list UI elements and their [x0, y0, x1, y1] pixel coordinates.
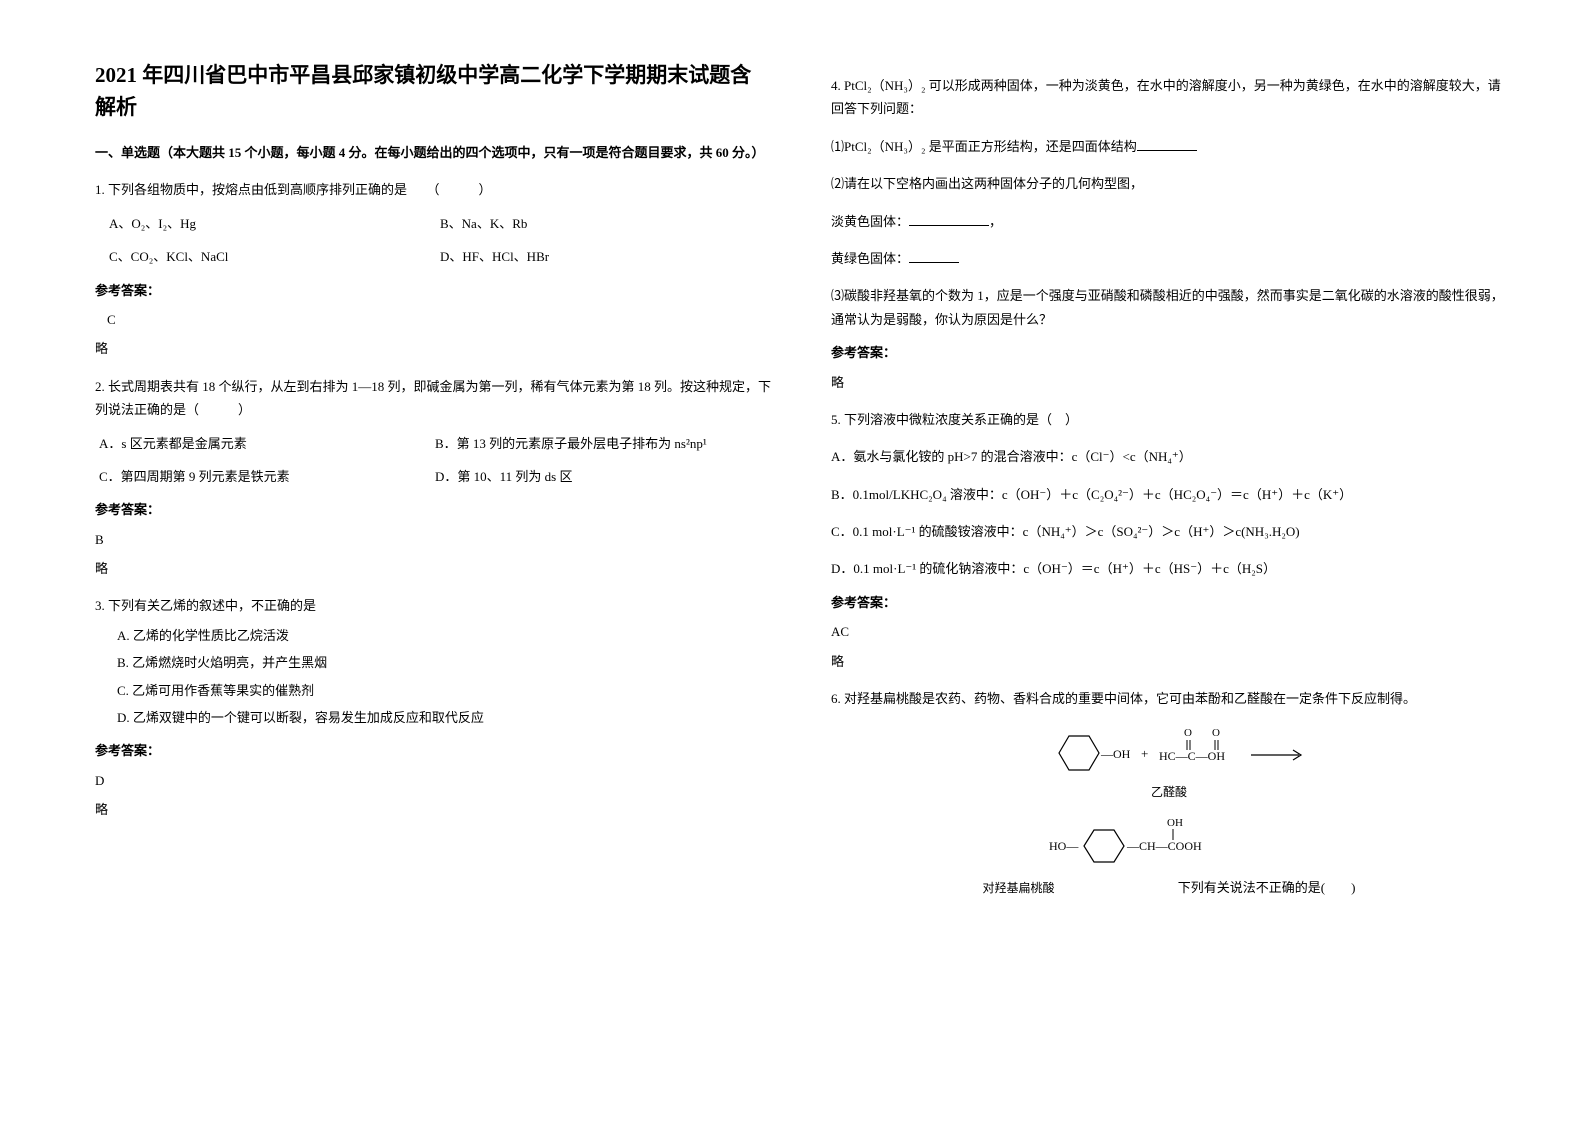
svg-text:HO—: HO— — [1049, 839, 1079, 853]
fig1-label: 乙醛酸 — [831, 782, 1507, 804]
q5-note: 略 — [831, 650, 1507, 673]
q3-opt-d: D. 乙烯双键中的一个键可以断裂，容易发生加成反应和取代反应 — [105, 706, 771, 729]
q5-opt-b: B．0.1mol/LKHC₂O₄ 溶液中：c（OH⁻）＋c（C₂O₄²⁻）＋c（… — [831, 483, 1507, 506]
q1-answer: C — [95, 308, 771, 331]
q4-answer: 略 — [831, 371, 1507, 394]
blank-line — [909, 214, 989, 226]
q1-stem: 1. 下列各组物质中，按熔点由低到高顺序排列正确的是 （ ） — [95, 178, 771, 201]
q4-part2: ⑵请在以下空格内画出这两种固体分子的几何构型图， — [831, 172, 1507, 195]
q5-stem: 5. 下列溶液中微粒浓度关系正确的是（ ） — [831, 408, 1507, 431]
q4-part2b: 黄绿色固体： — [831, 247, 1507, 270]
svg-text:+: + — [1141, 746, 1148, 761]
q1-opt-b: B、Na、K、Rb — [440, 212, 771, 235]
q3-note: 略 — [95, 798, 771, 821]
q3-opt-c: C. 乙烯可用作香蕉等果实的催熟剂 — [105, 679, 771, 702]
q4-part2a: 淡黄色固体：， — [831, 210, 1507, 233]
q5-answer-label: 参考答案： — [831, 591, 1507, 614]
q1-row2: C、CO₂、KCl、NaCl D、HF、HCl、HBr — [95, 245, 771, 268]
q1-opt-d: D、HF、HCl、HBr — [440, 245, 771, 268]
q4-p2a-text: 淡黄色固体： — [831, 214, 909, 229]
q5-opt-a: A．氨水与氯化铵的 pH>7 的混合溶液中：c（Cl⁻）<c（NH₄⁺） — [831, 445, 1507, 468]
q3-opt-a: A. 乙烯的化学性质比乙烷活泼 — [105, 624, 771, 647]
fig2-label: 对羟基扁桃酸 — [983, 881, 1055, 895]
q1-opt-c: C、CO₂、KCl、NaCl — [109, 245, 440, 268]
q2-answer-label: 参考答案： — [95, 498, 771, 521]
reaction-svg-1: —OH + O O HC—C—OH — [1019, 728, 1319, 778]
svg-text:OH: OH — [1167, 817, 1183, 829]
q2-answer: B — [95, 528, 771, 551]
q3-answer: D — [95, 769, 771, 792]
q1-opt-a: A、O₂、I₂、Hg — [109, 212, 440, 235]
svg-text:O: O — [1212, 728, 1220, 739]
q5-opt-c: C．0.1 mol·L⁻¹ 的硫酸铵溶液中：c（NH₄⁺）＞c（SO₄²⁻）＞c… — [831, 520, 1507, 543]
q4-part3: ⑶碳酸非羟基氧的个数为 1，应是一个强度与亚硝酸和磷酸相近的中强酸，然而事实是二… — [831, 284, 1507, 331]
reaction-svg-2: OH HO— —CH—COOH — [1039, 814, 1299, 872]
q2-row2: C．第四周期第 9 列元素是铁元素 D．第 10、11 列为 ds 区 — [95, 465, 771, 488]
fig2-row: 对羟基扁桃酸 下列有关说法不正确的是( ) — [831, 876, 1507, 900]
q2-stem: 2. 长式周期表共有 18 个纵行，从左到右排为 1—18 列，即碱金属为第一列… — [95, 375, 771, 422]
page-title: 2021 年四川省巴中市平昌县邱家镇初级中学高二化学下学期期末试题含解析 — [95, 60, 771, 123]
svg-text:—OH: —OH — [1100, 747, 1131, 761]
q3-answer-label: 参考答案： — [95, 739, 771, 762]
section-heading: 一、单选题（本大题共 15 个小题，每小题 4 分。在每小题给出的四个选项中，只… — [95, 141, 771, 164]
right-column: 4. PtCl₂（NH₃）₂ 可以形成两种固体，一种为淡黄色，在水中的溶解度小，… — [831, 60, 1507, 1082]
blank-line — [1137, 139, 1197, 151]
svg-text:—CH—COOH: —CH—COOH — [1126, 839, 1202, 853]
q1-row1: A、O₂、I₂、Hg B、Na、K、Rb — [95, 212, 771, 235]
q2-opt-d: D．第 10、11 列为 ds 区 — [435, 465, 771, 488]
q4-stem: 4. PtCl₂（NH₃）₂ 可以形成两种固体，一种为淡黄色，在水中的溶解度小，… — [831, 74, 1507, 121]
q1-answer-label: 参考答案： — [95, 279, 771, 302]
q4-part1: ⑴PtCl₂（NH₃）₂ 是平面正方形结构，还是四面体结构 — [831, 135, 1507, 158]
svg-text:O: O — [1184, 728, 1192, 739]
q3-stem: 3. 下列有关乙烯的叙述中，不正确的是 — [95, 594, 771, 617]
q6-figure: —OH + O O HC—C—OH 乙醛酸 OH HO— —CH—COOH 对羟… — [831, 728, 1507, 899]
q2-note: 略 — [95, 557, 771, 580]
q4-p2b-text: 黄绿色固体： — [831, 251, 909, 266]
q1-note: 略 — [95, 337, 771, 360]
q6-stem: 6. 对羟基扁桃酸是农药、药物、香料合成的重要中间体，它可由苯酚和乙醛酸在一定条… — [831, 687, 1507, 710]
q2-row1: A．s 区元素都是金属元素 B．第 13 列的元素原子最外层电子排布为 ns²n… — [95, 432, 771, 455]
q4-p1-text: ⑴PtCl₂（NH₃）₂ 是平面正方形结构，还是四面体结构 — [831, 139, 1137, 154]
q2-opt-a: A．s 区元素都是金属元素 — [99, 432, 435, 455]
q2-opt-b: B．第 13 列的元素原子最外层电子排布为 ns²np¹ — [435, 432, 771, 455]
q4-answer-label: 参考答案： — [831, 341, 1507, 364]
blank-line — [909, 251, 959, 263]
q6-tail: 下列有关说法不正确的是( ) — [1178, 876, 1356, 899]
q2-opt-c: C．第四周期第 9 列元素是铁元素 — [99, 465, 435, 488]
left-column: 2021 年四川省巴中市平昌县邱家镇初级中学高二化学下学期期末试题含解析 一、单… — [95, 60, 771, 1082]
q5-answer: AC — [831, 620, 1507, 643]
q3-opt-b: B. 乙烯燃烧时火焰明亮，并产生黑烟 — [105, 651, 771, 674]
q5-opt-d: D．0.1 mol·L⁻¹ 的硫化钠溶液中：c（OH⁻）＝c（H⁺）＋c（HS⁻… — [831, 557, 1507, 580]
svg-text:HC—C—OH: HC—C—OH — [1159, 749, 1225, 763]
